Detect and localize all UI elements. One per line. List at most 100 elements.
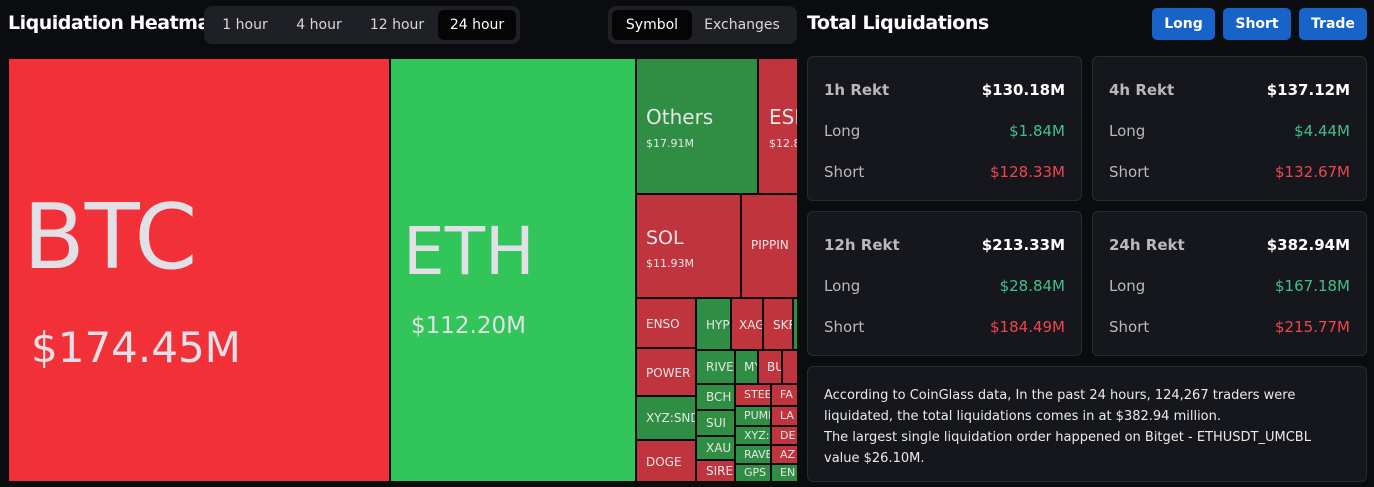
cell-value: $12.8 <box>769 137 797 150</box>
trade-button[interactable]: Trade <box>1299 8 1367 40</box>
long-value: $4.44M <box>1294 122 1350 140</box>
stats-card-12h: 12h Rekt $213.33M Long $28.84M Short $184.4… <box>807 211 1082 356</box>
cell-symbol: SOL <box>646 227 684 249</box>
tab-24-hour[interactable]: 24 hour <box>438 10 516 40</box>
heatmap-cell-az[interactable]: AZ <box>771 445 797 464</box>
summary-line-2: The largest single liquidation order hap… <box>824 430 1311 466</box>
card-total: $130.18M <box>981 81 1065 99</box>
heatmap-cell-bu[interactable]: BU <box>758 350 782 384</box>
cell-symbol: SIREN <box>706 464 734 478</box>
long-button[interactable]: Long <box>1152 8 1215 40</box>
stats-card-4h: 4h Rekt $137.12M Long $4.44M Short $132.67M <box>1092 56 1367 201</box>
heatmap-cell-river[interactable]: RIVER <box>696 350 735 384</box>
card-total: $213.33M <box>981 236 1065 254</box>
short-label: Short <box>824 318 865 336</box>
cell-symbol: GPS <box>744 466 767 479</box>
heatmap-cell-sol[interactable]: SOL $11.93M <box>636 194 741 298</box>
heatmap-cell-pump[interactable]: PUMP <box>735 406 771 426</box>
heatmap-cell-xau[interactable]: XAU <box>696 436 735 460</box>
cell-symbol: PUMP <box>744 409 770 422</box>
short-value: $184.49M <box>990 318 1065 336</box>
cell-symbol: POWER <box>646 366 691 380</box>
tab-symbol[interactable]: Symbol <box>612 10 692 40</box>
cell-symbol: SKR <box>773 318 792 332</box>
heatmap-cell-steem[interactable]: STEEM <box>735 384 771 406</box>
heatmap-cell-xyz-sndk[interactable]: XYZ:SNDK <box>636 396 696 440</box>
tab-exchanges[interactable]: Exchanges <box>704 17 780 33</box>
cell-symbol: DOGE <box>646 455 682 469</box>
heatmap-cell-en[interactable]: EN <box>771 464 797 482</box>
short-label: Short <box>1109 318 1150 336</box>
heatmap-cell-enso[interactable]: ENSO <box>636 298 696 348</box>
short-label: Short <box>1109 163 1150 181</box>
heatmap-cell-siren[interactable]: SIREN <box>696 460 735 482</box>
total-liquidations-title: Total Liquidations <box>807 12 989 34</box>
long-label: Long <box>1109 277 1146 295</box>
cell-symbol: EN <box>780 466 796 479</box>
liquidation-heatmap: BTC $174.45M ETH $112.20M Others $17.91M… <box>8 58 797 482</box>
long-label: Long <box>824 122 861 140</box>
cell-symbol: BTC <box>23 185 198 290</box>
cell-symbol: Others <box>646 105 714 129</box>
cell-symbol: BCH <box>706 390 732 404</box>
short-value: $215.77M <box>1275 318 1350 336</box>
cell-symbol: RIVER <box>706 360 734 374</box>
short-label: Short <box>824 163 865 181</box>
long-value: $1.84M <box>1009 122 1065 140</box>
tab-4-hour[interactable]: 4 hour <box>296 17 342 33</box>
heatmap-cell-eth[interactable]: ETH $112.20M <box>390 58 636 482</box>
cell-symbol: SUI <box>706 416 726 430</box>
tab-12-hour[interactable]: 12 hour <box>369 17 425 33</box>
heatmap-cell-bch[interactable]: BCH <box>696 384 735 410</box>
heatmap-cell-xyz[interactable]: XYZ: <box>735 426 771 445</box>
tab-1-hour[interactable]: 1 hour <box>222 17 268 33</box>
card-total: $137.12M <box>1266 81 1350 99</box>
card-total: $382.94M <box>1266 236 1350 254</box>
heatmap-cell-de[interactable]: DE <box>771 426 797 445</box>
stats-card-1h: 1h Rekt $130.18M Long $1.84M Short $128.33M <box>807 56 1082 201</box>
heatmap-cell-gps[interactable]: GPS <box>735 464 771 482</box>
heatmap-cell-rave[interactable]: RAVE <box>735 445 771 464</box>
heatmap-cell-misc2[interactable] <box>782 350 797 384</box>
cell-symbol: ESP <box>769 105 797 129</box>
card-heading: 12h Rekt <box>824 236 900 254</box>
heatmap-cell-misc[interactable] <box>793 298 797 350</box>
card-heading: 1h Rekt <box>824 81 890 99</box>
heatmap-cell-esp[interactable]: ESP $12.8 <box>758 58 797 194</box>
cell-symbol: MY <box>744 360 757 374</box>
view-mode-tabs: Symbol Exchanges <box>608 6 797 44</box>
heatmap-cell-btc[interactable]: BTC $174.45M <box>8 58 390 482</box>
heatmap-cell-power[interactable]: POWER <box>636 348 696 396</box>
cell-symbol: STEEM <box>744 388 771 401</box>
page-title: Liquidation Heatmap <box>8 12 223 34</box>
stats-card-24h: 24h Rekt $382.94M Long $167.18M Short $215.… <box>1092 211 1367 356</box>
cell-symbol: LA <box>780 409 794 422</box>
heatmap-cell-fa[interactable]: FA <box>771 384 797 406</box>
cell-symbol: ENSO <box>646 317 680 331</box>
cell-symbol: FA <box>780 388 793 401</box>
heatmap-cell-my[interactable]: MY <box>735 350 758 384</box>
short-button[interactable]: Short <box>1223 8 1291 40</box>
heatmap-cell-xag[interactable]: XAG <box>731 298 763 350</box>
cell-symbol: XAU <box>706 441 732 455</box>
cell-value: $174.45M <box>31 323 241 372</box>
liquidation-summary: According to CoinGlass data, In the past… <box>807 366 1367 482</box>
cell-symbol: ETH <box>403 213 535 290</box>
heatmap-cell-pippin[interactable]: PIPPIN <box>741 194 797 298</box>
heatmap-cell-skr[interactable]: SKR <box>763 298 793 350</box>
cell-symbol: HYPE <box>706 318 730 332</box>
time-range-tabs: 1 hour 4 hour 12 hour 24 hour <box>204 6 520 44</box>
heatmap-cell-doge[interactable]: DOGE <box>636 440 696 482</box>
long-value: $167.18M <box>1275 277 1350 295</box>
short-value: $128.33M <box>990 163 1065 181</box>
cell-value: $112.20M <box>411 313 526 339</box>
heatmap-cell-sui[interactable]: SUI <box>696 410 735 436</box>
cell-value: $11.93M <box>646 257 694 270</box>
long-label: Long <box>824 277 861 295</box>
cell-symbol: RAVE <box>744 448 771 461</box>
long-value: $28.84M <box>999 277 1065 295</box>
heatmap-cell-others[interactable]: Others $17.91M <box>636 58 758 194</box>
cell-value: $17.91M <box>646 137 694 150</box>
heatmap-cell-la[interactable]: LA <box>771 406 797 426</box>
heatmap-cell-hype[interactable]: HYPE <box>696 298 731 350</box>
